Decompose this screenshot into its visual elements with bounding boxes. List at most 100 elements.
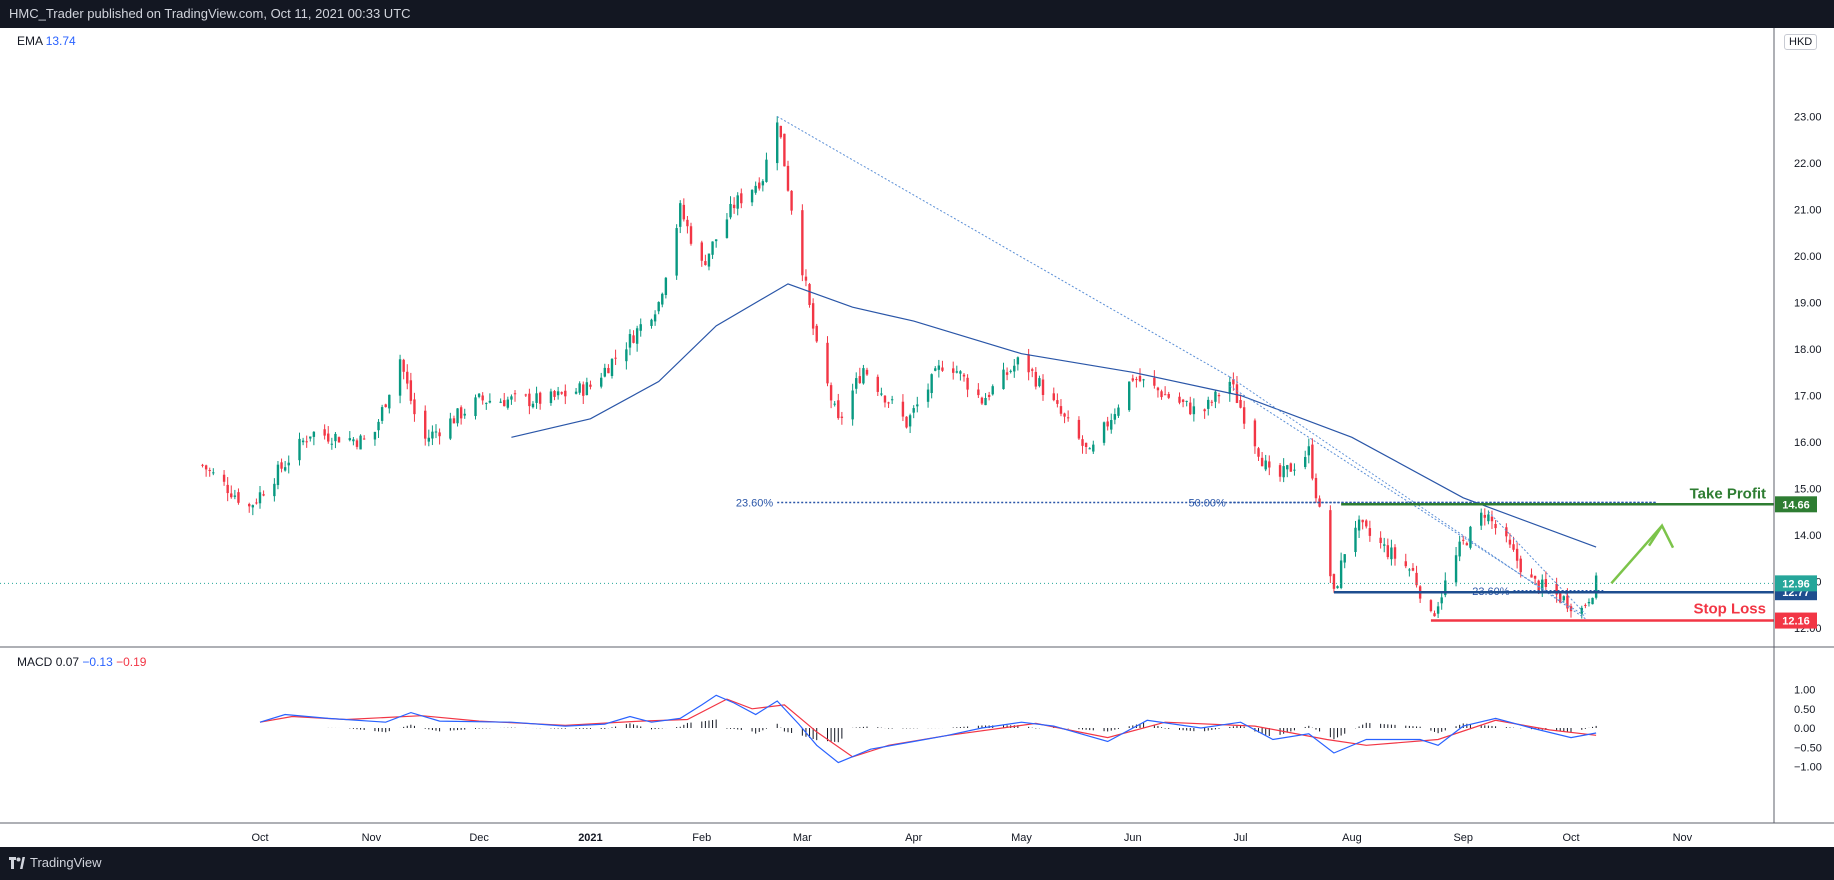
candle-body bbox=[560, 392, 563, 394]
candle-body bbox=[635, 328, 639, 344]
macd-tick-label: 0.00 bbox=[1794, 723, 1815, 735]
candle-body bbox=[1584, 604, 1587, 606]
candle-body bbox=[1541, 579, 1544, 591]
candle-body bbox=[1113, 414, 1117, 420]
candle-body bbox=[1490, 516, 1494, 522]
candle-body bbox=[1555, 583, 1558, 595]
candle-body bbox=[1591, 597, 1594, 605]
candle-body bbox=[1562, 596, 1566, 601]
candle-body bbox=[779, 125, 783, 138]
candle-body bbox=[1235, 384, 1239, 403]
candle-body bbox=[1034, 371, 1038, 387]
candle-body bbox=[686, 219, 689, 227]
candle-body bbox=[765, 159, 768, 182]
candle-body bbox=[1487, 514, 1490, 522]
candle-body bbox=[449, 418, 452, 439]
candle-body bbox=[653, 314, 657, 322]
macd-pane[interactable] bbox=[0, 648, 1774, 823]
candle-body bbox=[298, 438, 301, 461]
candle-body bbox=[506, 399, 510, 408]
candle-body bbox=[700, 242, 703, 261]
candle-body bbox=[1002, 369, 1005, 390]
macd-label: MACD bbox=[17, 655, 53, 669]
price-tick-label: 15.00 bbox=[1794, 484, 1822, 496]
candle-body bbox=[1117, 407, 1120, 416]
candle-body bbox=[1260, 457, 1264, 467]
candle-body bbox=[984, 398, 987, 406]
price-level-tag-label: 12.16 bbox=[1782, 616, 1810, 628]
time-tick-label: Mar bbox=[793, 832, 812, 844]
candle-body bbox=[362, 438, 366, 440]
candle-body bbox=[1336, 586, 1339, 589]
candle-body bbox=[1465, 543, 1469, 546]
candle-body bbox=[258, 492, 262, 504]
ema-legend: EMA 13.74 bbox=[17, 34, 76, 48]
trendline bbox=[1229, 385, 1586, 617]
candle-body bbox=[1293, 469, 1296, 471]
candle-body bbox=[826, 342, 829, 384]
publish-header: HMC_Trader published on TradingView.com,… bbox=[0, 0, 1834, 28]
candle-body bbox=[327, 433, 330, 442]
time-tick-label: Oct bbox=[251, 832, 268, 844]
candle-body bbox=[1156, 387, 1160, 391]
time-tick-label: Feb bbox=[692, 832, 711, 844]
tradingview-logo[interactable]: TradingView bbox=[9, 855, 102, 870]
candle-body bbox=[1128, 381, 1131, 411]
candle-body bbox=[1092, 444, 1095, 452]
candle-body bbox=[890, 399, 894, 401]
currency-badge[interactable]: HKD bbox=[1784, 34, 1818, 50]
candle-body bbox=[1160, 391, 1163, 398]
candle-body bbox=[1228, 381, 1231, 394]
candle-body bbox=[926, 389, 930, 402]
publish-line: HMC_Trader published on TradingView.com,… bbox=[9, 6, 411, 21]
candle-body bbox=[664, 277, 668, 296]
price-tick-label: 19.00 bbox=[1794, 298, 1822, 310]
candle-body bbox=[312, 431, 316, 437]
candle-body bbox=[912, 408, 915, 413]
candle-body bbox=[758, 182, 761, 189]
candle-body bbox=[1354, 527, 1357, 553]
candle-body bbox=[1278, 465, 1282, 477]
candle-body bbox=[865, 369, 869, 375]
candle-body bbox=[359, 435, 362, 450]
macd-value-2: −0.13 bbox=[82, 655, 113, 669]
candle-body bbox=[1480, 512, 1483, 526]
candle-body bbox=[1268, 461, 1271, 468]
candle-body bbox=[380, 407, 384, 421]
candle-body bbox=[754, 185, 757, 193]
time-tick-label: Nov bbox=[1673, 832, 1693, 844]
candle-body bbox=[226, 484, 229, 494]
candle-body bbox=[212, 472, 215, 474]
time-tick-label: Dec bbox=[469, 832, 489, 844]
candle-body bbox=[1311, 444, 1314, 479]
macd-histogram bbox=[327, 719, 1597, 743]
candle-body bbox=[1239, 399, 1242, 408]
candle-body bbox=[1059, 406, 1063, 414]
candle-body bbox=[1013, 365, 1016, 372]
candle-body bbox=[610, 358, 614, 376]
candle-body bbox=[704, 261, 707, 266]
candle-body bbox=[248, 503, 251, 507]
candle-body bbox=[1357, 519, 1361, 531]
candle-body bbox=[1519, 558, 1522, 573]
price-tick-label: 16.00 bbox=[1794, 437, 1822, 449]
candle-body bbox=[1253, 420, 1257, 447]
candle-body bbox=[937, 365, 941, 370]
candle-body bbox=[750, 189, 754, 203]
candle-body bbox=[237, 492, 240, 503]
price-tick-label: 22.00 bbox=[1794, 158, 1822, 170]
candle-body bbox=[1411, 568, 1415, 571]
candle-body bbox=[840, 416, 844, 418]
candle-body bbox=[1515, 548, 1519, 561]
candle-body bbox=[776, 122, 779, 164]
candle-body bbox=[477, 393, 481, 397]
candle-body bbox=[1508, 539, 1512, 545]
macd-tick-label: −0.50 bbox=[1794, 742, 1822, 754]
target-arrow-shaft bbox=[1610, 524, 1663, 585]
price-level-tag-label: 14.66 bbox=[1782, 499, 1810, 511]
candle-body bbox=[786, 165, 790, 191]
price-tick-label: 21.00 bbox=[1794, 205, 1822, 217]
candle-body bbox=[1005, 372, 1009, 375]
